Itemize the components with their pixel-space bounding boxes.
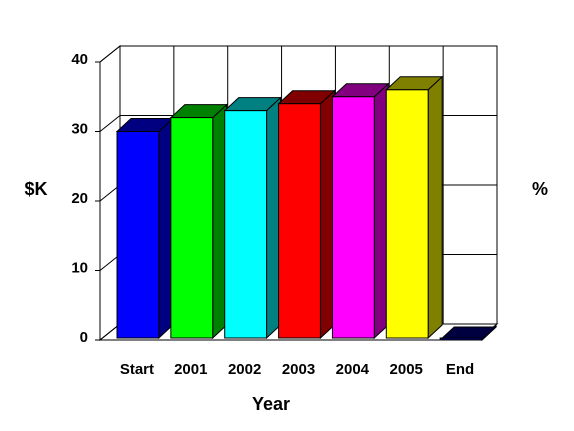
- x-tick-label: 2003: [282, 361, 315, 378]
- y-tick-label: 20: [71, 190, 88, 207]
- x-tick-label: 2001: [174, 361, 207, 378]
- x-tick-label: 2004: [336, 361, 370, 378]
- bar: [278, 103, 321, 339]
- x-tick-label: 2005: [390, 361, 423, 378]
- x-tick-label: End: [446, 361, 474, 378]
- bar-side: [427, 75, 443, 340]
- x-tick-label: 2002: [228, 361, 261, 378]
- x-axis-label: Year: [252, 394, 290, 414]
- y-axis-label: $K: [24, 179, 47, 199]
- bar: [170, 117, 214, 339]
- bar: [439, 337, 483, 341]
- y-tick-label: 0: [80, 329, 88, 346]
- y-tick-label: 30: [71, 120, 88, 137]
- y-tick-label: 40: [71, 51, 88, 68]
- bar: [331, 96, 375, 339]
- bar: [224, 110, 268, 339]
- grid-line: [99, 45, 121, 63]
- grid-line: [99, 115, 121, 132]
- bar: [385, 89, 429, 339]
- y2-axis-label: %: [532, 179, 548, 199]
- bar: [116, 131, 160, 339]
- y-tick-label: 10: [71, 259, 88, 276]
- x-tick-label: Start: [120, 361, 154, 378]
